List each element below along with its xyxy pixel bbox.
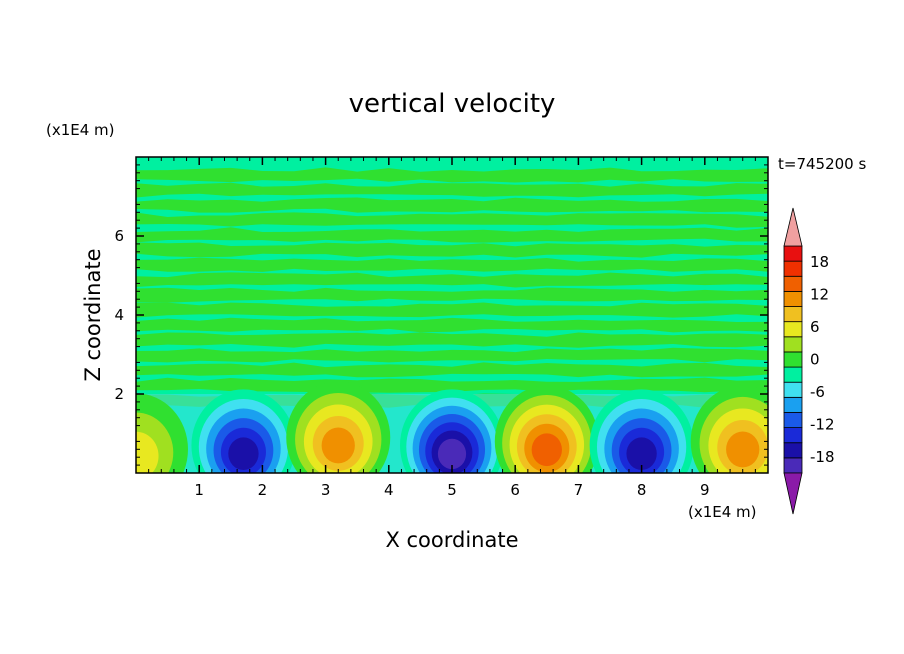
chart-title: vertical velocity: [349, 89, 556, 119]
streak-band: [136, 182, 768, 198]
streak-band: [136, 257, 768, 272]
colorbar-segment: [783, 336, 803, 353]
streak-band: [136, 227, 768, 243]
streak-band: [136, 302, 768, 318]
colorbar-segment: [783, 351, 803, 368]
colorbar-segment: [783, 275, 803, 292]
colorbar-segment: [783, 381, 803, 398]
streak-band: [136, 377, 768, 393]
contour-level: [136, 431, 159, 473]
updraft-cell: [136, 393, 188, 473]
downdraft-cell: [191, 389, 296, 473]
y-tick-label: 4: [114, 306, 124, 324]
y-unit-label: (x1E4 m): [46, 121, 115, 139]
updraft-cell: [286, 381, 391, 473]
colorbar-label: 18: [810, 253, 829, 271]
updraft-cell: [690, 385, 768, 473]
time-label: t=745200 s: [778, 155, 866, 173]
updraft-cell: [494, 385, 599, 473]
colorbar-label: 0: [810, 351, 820, 369]
streak-band: [136, 197, 768, 213]
colorbar-segment: [783, 427, 803, 444]
x-tick-label: 3: [321, 481, 331, 499]
x-axis-label: X coordinate: [385, 528, 518, 552]
colorbar-label: -12: [810, 415, 835, 433]
downdraft-cell: [589, 389, 694, 473]
streak-band: [136, 317, 768, 333]
contour-level: [531, 433, 562, 467]
x-unit-label: (x1E4 m): [688, 503, 757, 521]
streak-band: [136, 287, 768, 303]
colorbar-label: -18: [810, 448, 835, 466]
x-tick-label: 8: [637, 481, 647, 499]
y-tick-label: 6: [114, 227, 124, 245]
streak-band: [136, 332, 768, 348]
streak-band: [136, 167, 768, 183]
x-axis: 1 2 3 4 5 6 7 8 9: [148, 157, 756, 499]
colorbar-label: 6: [810, 318, 820, 336]
contour-level: [228, 437, 259, 471]
colorbar-label: 12: [810, 286, 829, 304]
convective-cells: [136, 381, 768, 473]
colorbar-segment: [783, 396, 803, 413]
contour-level: [726, 431, 760, 468]
downdraft-cell: [400, 389, 504, 473]
colorbar-min-arrow: [783, 472, 803, 515]
streak-band: [136, 212, 768, 228]
contour-level: [626, 437, 657, 471]
colorbar-max-arrow: [783, 207, 803, 247]
x-tick-label: 6: [510, 481, 520, 499]
x-tick-label: 4: [384, 481, 394, 499]
colorbar-segment: [783, 321, 803, 338]
streak-band: [136, 347, 768, 363]
colorbar-segment: [783, 260, 803, 277]
colorbar-segment: [783, 245, 803, 262]
streak-band: [136, 272, 768, 288]
y-axis-label: Z coordinate: [81, 248, 105, 381]
y-tick-label: 2: [114, 385, 124, 403]
plot-area: [136, 157, 768, 473]
colorbar-segment: [783, 366, 803, 383]
x-tick-label: 2: [258, 481, 268, 499]
y-axis: 2 4 6: [114, 164, 768, 466]
x-tick-label: 1: [194, 481, 204, 499]
streak-band: [136, 242, 768, 258]
colorbar-segment: [783, 290, 803, 307]
colorbar-segment: [783, 457, 803, 474]
colorbar-segment: [783, 412, 803, 429]
colorbar: 18 12 6 0 -6 -12 -18: [783, 207, 835, 515]
x-tick-label: 7: [574, 481, 584, 499]
colorbar-label: -6: [810, 383, 825, 401]
x-tick-label: 9: [700, 481, 710, 499]
contour-level: [437, 438, 467, 470]
x-tick-label: 5: [447, 481, 457, 499]
streak-band: [136, 362, 768, 378]
contour-level: [321, 427, 355, 464]
colorbar-segment: [783, 306, 803, 323]
colorbar-segment: [783, 442, 803, 459]
